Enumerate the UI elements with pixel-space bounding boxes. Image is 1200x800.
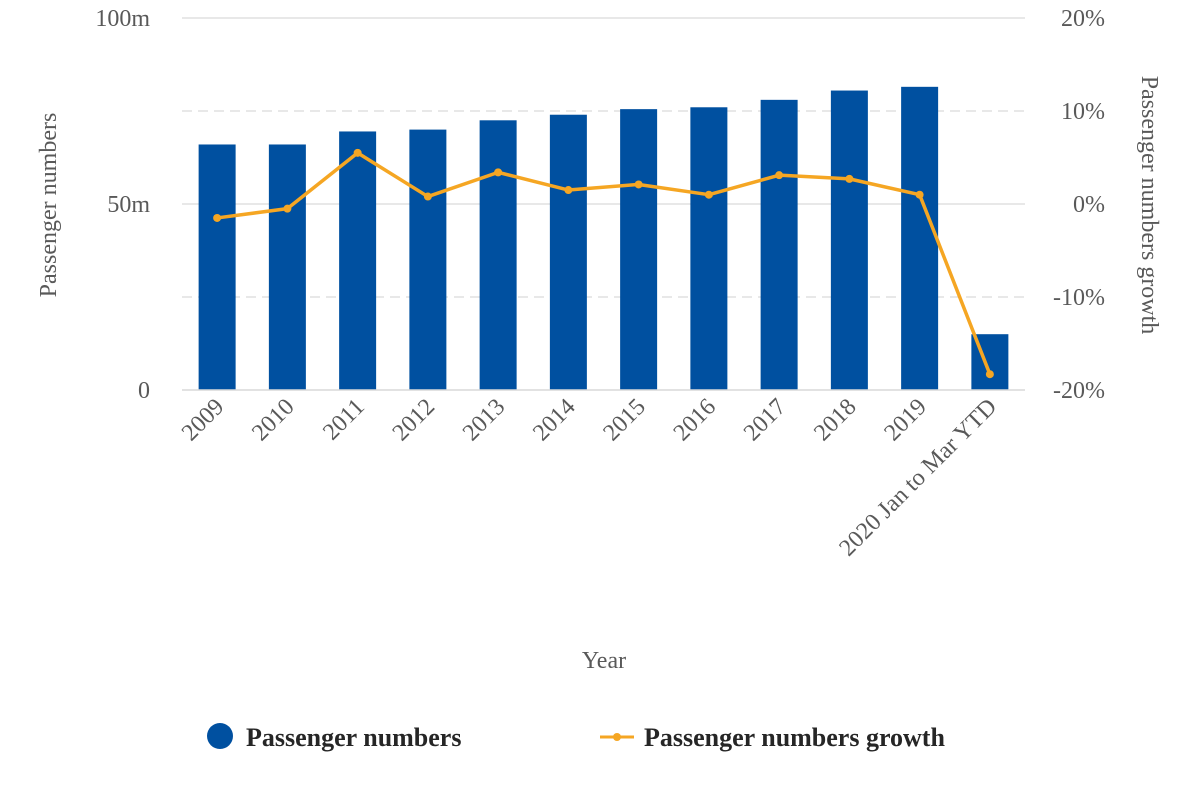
bar[interactable]	[479, 120, 517, 391]
bar[interactable]	[268, 144, 306, 390]
bar[interactable]	[549, 114, 587, 390]
x-tick-label: 2016	[669, 394, 721, 446]
bar[interactable]	[901, 86, 939, 390]
x-tick-label: 2017	[739, 394, 791, 446]
legend-label-passenger-numbers: Passenger numbers	[246, 723, 461, 752]
bar[interactable]	[690, 107, 728, 390]
y2-tick-label: 10%	[1061, 99, 1105, 125]
bar[interactable]	[760, 99, 798, 390]
y2-tick-label: 0%	[1073, 192, 1105, 218]
x-tick-label: 2019	[880, 394, 932, 446]
x-tick-label: 2014	[528, 394, 580, 446]
legend: Passenger numbers Passenger numbers grow…	[207, 723, 945, 752]
bar-series	[198, 86, 1009, 391]
line-series	[213, 148, 994, 379]
line-point[interactable]	[283, 204, 292, 213]
x-tick-label: 2015	[599, 394, 651, 446]
bar[interactable]	[620, 109, 658, 390]
growth-line	[216, 151, 992, 375]
line-point[interactable]	[634, 180, 643, 189]
line-point[interactable]	[704, 190, 713, 199]
legend-swatch-marker	[613, 733, 621, 741]
y2-axis-ticks: -20% -10% 0% 10% 20%	[1053, 6, 1105, 404]
legend-swatch-bar	[207, 723, 233, 749]
line-point[interactable]	[353, 148, 362, 157]
line-point[interactable]	[985, 370, 994, 379]
y-axis-ticks: 0 50m 100m	[95, 6, 150, 404]
x-tick-label: 2010	[247, 394, 299, 446]
line-point[interactable]	[213, 213, 222, 222]
legend-item-passenger-numbers-growth[interactable]: Passenger numbers growth	[600, 723, 945, 752]
x-axis-title: Year	[582, 648, 626, 674]
bar[interactable]	[198, 144, 236, 390]
line-point[interactable]	[564, 186, 573, 195]
line-point[interactable]	[775, 171, 784, 180]
legend-label-passenger-numbers-growth: Passenger numbers growth	[644, 723, 945, 752]
bar[interactable]	[830, 90, 868, 390]
x-tick-label: 2012	[388, 394, 440, 446]
bar[interactable]	[409, 129, 447, 390]
y2-axis-title: Passenger numbers growth	[1136, 76, 1162, 335]
x-tick-label: 2011	[318, 394, 370, 446]
y-tick-label: 50m	[107, 192, 150, 218]
gridlines	[182, 17, 1025, 298]
y2-tick-label: -10%	[1053, 285, 1105, 311]
y-tick-label: 0	[138, 378, 150, 404]
line-point[interactable]	[845, 174, 854, 183]
y2-tick-label: 20%	[1061, 6, 1105, 32]
y-tick-label: 100m	[95, 6, 150, 32]
y-axis-title: Passenger numbers	[36, 113, 62, 298]
x-tick-label: 2018	[809, 394, 861, 446]
legend-item-passenger-numbers[interactable]: Passenger numbers	[207, 723, 461, 752]
y2-tick-label: -20%	[1053, 378, 1105, 404]
line-point[interactable]	[423, 192, 432, 201]
x-axis-ticks: 2009 2010 2011 2012 2013 2014 2015 2016 2017 2018…	[177, 394, 1002, 562]
line-point[interactable]	[494, 168, 503, 177]
bar[interactable]	[339, 131, 377, 390]
line-point[interactable]	[915, 190, 924, 199]
x-tick-label: 2009	[177, 394, 229, 446]
x-tick-label: 2013	[458, 394, 510, 446]
